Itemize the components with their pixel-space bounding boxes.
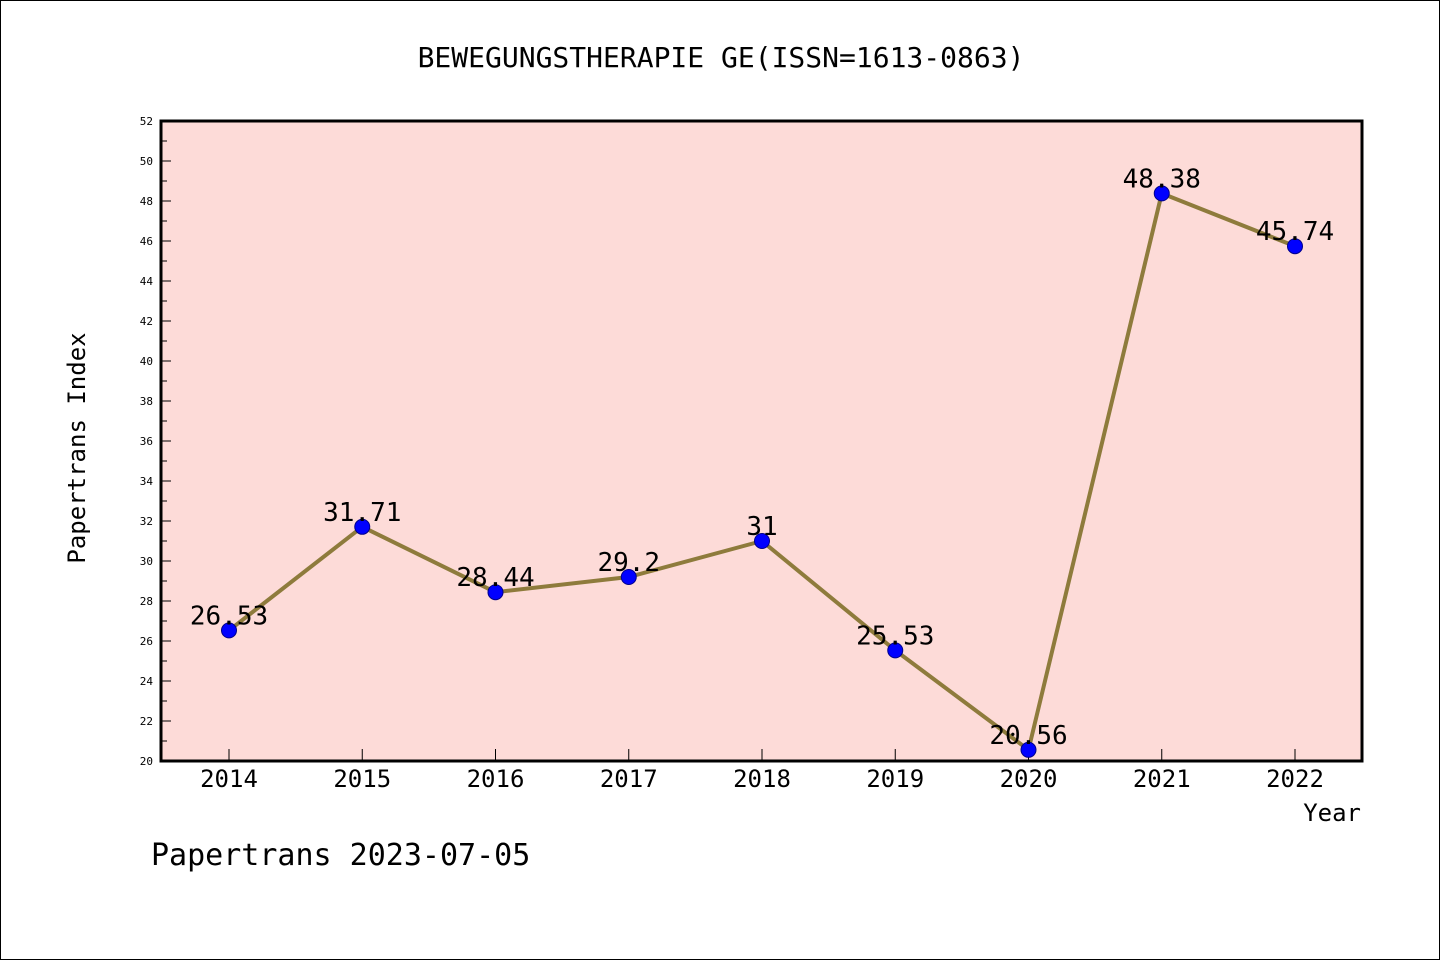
series-line-segment xyxy=(760,539,898,653)
data-point xyxy=(221,622,237,639)
footer-text: Papertrans 2023-07-05 xyxy=(151,838,530,873)
series-line-segment xyxy=(1159,191,1297,249)
data-markers xyxy=(221,185,1303,758)
x-tick-label: 2015 xyxy=(333,765,391,793)
series-line-segment xyxy=(227,524,365,633)
y-tick-label: 50 xyxy=(140,155,153,168)
y-tick-label: 52 xyxy=(140,115,153,128)
series-line-segment xyxy=(893,648,1031,752)
data-point xyxy=(354,518,371,535)
data-label: 25.53 xyxy=(856,621,934,651)
data-point xyxy=(887,642,904,659)
data-point xyxy=(487,584,504,601)
y-tick-label: 32 xyxy=(140,515,153,528)
y-tick-label: 48 xyxy=(140,195,153,208)
data-labels: 26.53 31.71 28.44 29.2 31 25.53 20.56 48.38 45.7… xyxy=(190,164,1334,750)
y-tick-label: 20 xyxy=(140,755,153,768)
y-tick-label: 22 xyxy=(140,715,153,728)
plot-border xyxy=(159,119,1364,763)
plot-area xyxy=(161,121,1362,761)
series-line-segment xyxy=(1026,191,1164,752)
y-tick-label: 24 xyxy=(140,675,154,688)
y-tick-label: 42 xyxy=(140,315,153,328)
data-label: 26.53 xyxy=(190,601,268,631)
chart-title: BEWEGUNGSTHERAPIE GE(ISSN=1613-0863) xyxy=(418,41,1025,74)
y-tick-label: 30 xyxy=(140,555,153,568)
data-point xyxy=(754,533,770,549)
y-axis-label: Papertrans Index xyxy=(63,332,91,563)
x-tick-labels: 2014 2015 2016 2017 2018 2019 2020 2021 2022 xyxy=(200,765,1324,793)
data-point xyxy=(620,569,637,585)
x-tick-label: 2014 xyxy=(200,765,258,793)
x-tick-label: 2022 xyxy=(1266,765,1324,793)
series-line-segment xyxy=(493,575,631,595)
x-tick-label: 2016 xyxy=(467,765,525,793)
x-tick-label: 2021 xyxy=(1133,765,1191,793)
data-label: 45.74 xyxy=(1256,217,1334,247)
y-tick-label: 34 xyxy=(140,475,154,488)
series-line-segment xyxy=(360,524,498,595)
x-tick-label: 2018 xyxy=(733,765,791,793)
series-line-segment xyxy=(626,539,764,579)
y-tick-label: 26 xyxy=(140,635,153,648)
x-axis-label: Year xyxy=(1303,799,1361,827)
series-lines xyxy=(227,191,1297,752)
y-tick-label: 40 xyxy=(140,355,153,368)
x-tick-label: 2019 xyxy=(866,765,924,793)
y-tick-labels: 20 22 24 26 28 30 32 34 36 38 40 42 44 46 48 50 52 xyxy=(140,115,154,768)
x-tick-label: 2017 xyxy=(600,765,658,793)
data-label: 31 xyxy=(746,512,777,542)
y-tick-label: 44 xyxy=(140,275,154,288)
data-label: 28.44 xyxy=(456,563,534,593)
data-label: 31.71 xyxy=(323,498,401,528)
y-tick-label: 46 xyxy=(140,235,153,248)
y-tick-label: 36 xyxy=(140,435,153,448)
y-tick-label: 38 xyxy=(140,395,153,408)
data-label: 20.56 xyxy=(989,721,1067,751)
data-label: 29.2 xyxy=(597,548,660,578)
data-label: 48.38 xyxy=(1123,164,1201,194)
x-tick-label: 2020 xyxy=(1000,765,1058,793)
data-point xyxy=(1287,238,1303,255)
y-tick-label: 28 xyxy=(140,595,153,608)
data-point xyxy=(1020,741,1037,758)
data-point xyxy=(1153,185,1170,202)
